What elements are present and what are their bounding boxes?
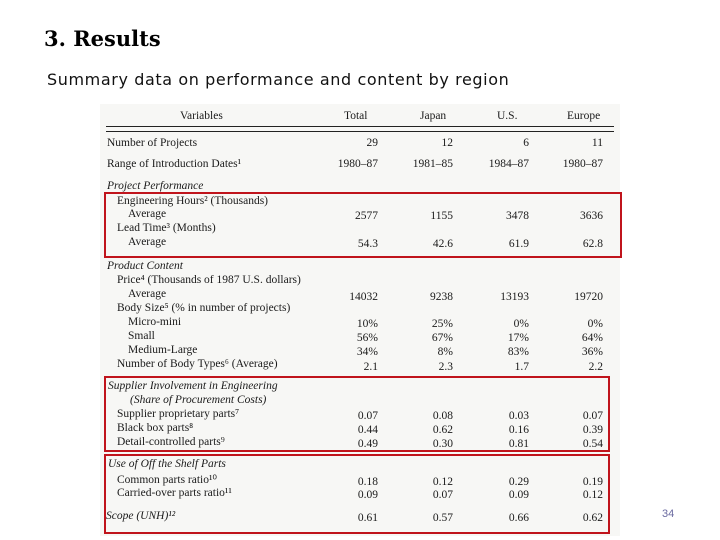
row-label: Body Size⁵ (% in number of projects) [117,302,291,314]
cell-total: 2.1 [363,361,378,373]
cell-total: 14032 [349,291,378,303]
row-label: Engineering Hours² (Thousands) [117,195,268,207]
cell-japan: 9238 [430,291,453,303]
results-table-image [100,104,620,536]
cell-japan: 12 [441,137,454,149]
cell-us: 13193 [500,291,529,303]
cell-us: 1984–87 [488,158,529,170]
row-label: Micro-mini [128,316,182,328]
cell-total: 10% [356,318,378,330]
cell-europe: 0% [587,318,603,330]
cell-japan: 67% [431,332,453,344]
highlight-off-the-shelf [104,454,610,534]
cell-us: 0.16 [508,424,529,436]
section-heading: (Share of Procurement Costs) [130,394,267,406]
cell-total: 0.09 [357,489,378,501]
cell-japan: 0.57 [432,512,453,524]
header-us: U.S. [497,110,518,122]
section-heading: Use of Off the Shelf Parts [108,458,226,470]
cell-total: 0.49 [357,438,378,450]
slide-title: 3. Results [44,26,161,51]
cell-us: 0.03 [508,410,529,422]
cell-total: 34% [356,346,378,358]
row-label: Supplier proprietary parts⁷ [117,408,240,420]
cell-japan: 0.07 [432,489,453,501]
cell-japan: 0.08 [432,410,453,422]
cell-us: 17% [507,332,529,344]
cell-japan: 0.30 [432,438,453,450]
cell-total: 0.44 [357,424,378,436]
cell-europe: 0.07 [582,410,603,422]
cell-japan: 1155 [430,210,453,222]
cell-europe: 3636 [580,210,603,222]
row-label: Price⁴ (Thousands of 1987 U.S. dollars) [117,274,301,286]
cell-europe: 1980–87 [562,158,603,170]
row-label: Black box parts⁸ [117,422,194,434]
header-total: Total [344,110,368,122]
cell-europe: 0.54 [582,438,603,450]
highlight-project-performance [104,192,622,258]
row-label: Common parts ratio¹⁰ [117,474,218,486]
cell-europe: 2.2 [588,361,603,373]
header-variables: Variables [180,110,223,122]
cell-total: 0.07 [357,410,378,422]
cell-total: 0.61 [357,512,378,524]
cell-us: 0.29 [508,476,529,488]
row-label: Carried-over parts ratio¹¹ [117,487,232,499]
cell-europe: 0.19 [582,476,603,488]
highlight-supplier-involvement [104,376,610,452]
cell-us: 3478 [506,210,529,222]
table-header-rule [106,131,614,132]
section-heading: Project Performance [107,180,204,192]
section-heading: Supplier Involvement in Engineering [108,380,278,392]
cell-europe: 62.8 [582,238,603,250]
cell-us: 6 [523,137,529,149]
cell-total: 56% [356,332,378,344]
cell-japan: 8% [437,346,453,358]
cell-japan: 0.62 [432,424,453,436]
cell-europe: 19720 [574,291,603,303]
header-europe: Europe [567,110,601,122]
cell-total: 2577 [355,210,378,222]
row-label: Average [128,236,167,248]
row-label: Number of Projects [107,137,198,149]
table-top-rule [106,126,614,127]
cell-total: 0.18 [357,476,378,488]
cell-japan: 0.12 [432,476,453,488]
cell-total: 29 [366,137,379,149]
row-label: Lead Time³ (Months) [117,222,216,234]
cell-total: 54.3 [357,238,378,250]
header-japan: Japan [420,110,447,122]
section-heading: Product Content [107,260,183,272]
cell-japan: 2.3 [438,361,453,373]
row-label: Average [128,288,167,300]
cell-europe: 11 [591,137,603,149]
row-label: Small [128,330,155,342]
cell-us: 83% [507,346,529,358]
cell-us: 0.09 [508,489,529,501]
row-label: Range of Introduction Dates¹ [107,158,242,170]
cell-europe: 64% [581,332,603,344]
slide-subtitle: Summary data on performance and content … [47,70,510,89]
cell-europe: 0.12 [582,489,603,501]
row-label: Medium-Large [128,344,198,356]
row-label: Average [128,208,167,220]
cell-total: 1980–87 [337,158,378,170]
cell-europe: 0.62 [582,512,603,524]
row-label: Number of Body Types⁶ (Average) [117,358,278,370]
cell-us: 0.66 [508,512,529,524]
cell-us: 0.81 [508,438,529,450]
cell-europe: 36% [581,346,603,358]
row-label: Detail-controlled parts⁹ [117,436,225,448]
cell-us: 1.7 [514,361,529,373]
row-label: Scope (UNH)¹² [106,510,176,522]
cell-japan: 1981–85 [412,158,453,170]
cell-us: 61.9 [508,238,529,250]
cell-japan: 42.6 [432,238,453,250]
page-number: 34 [662,508,675,520]
cell-us: 0% [513,318,529,330]
cell-europe: 0.39 [582,424,603,436]
cell-japan: 25% [431,318,453,330]
